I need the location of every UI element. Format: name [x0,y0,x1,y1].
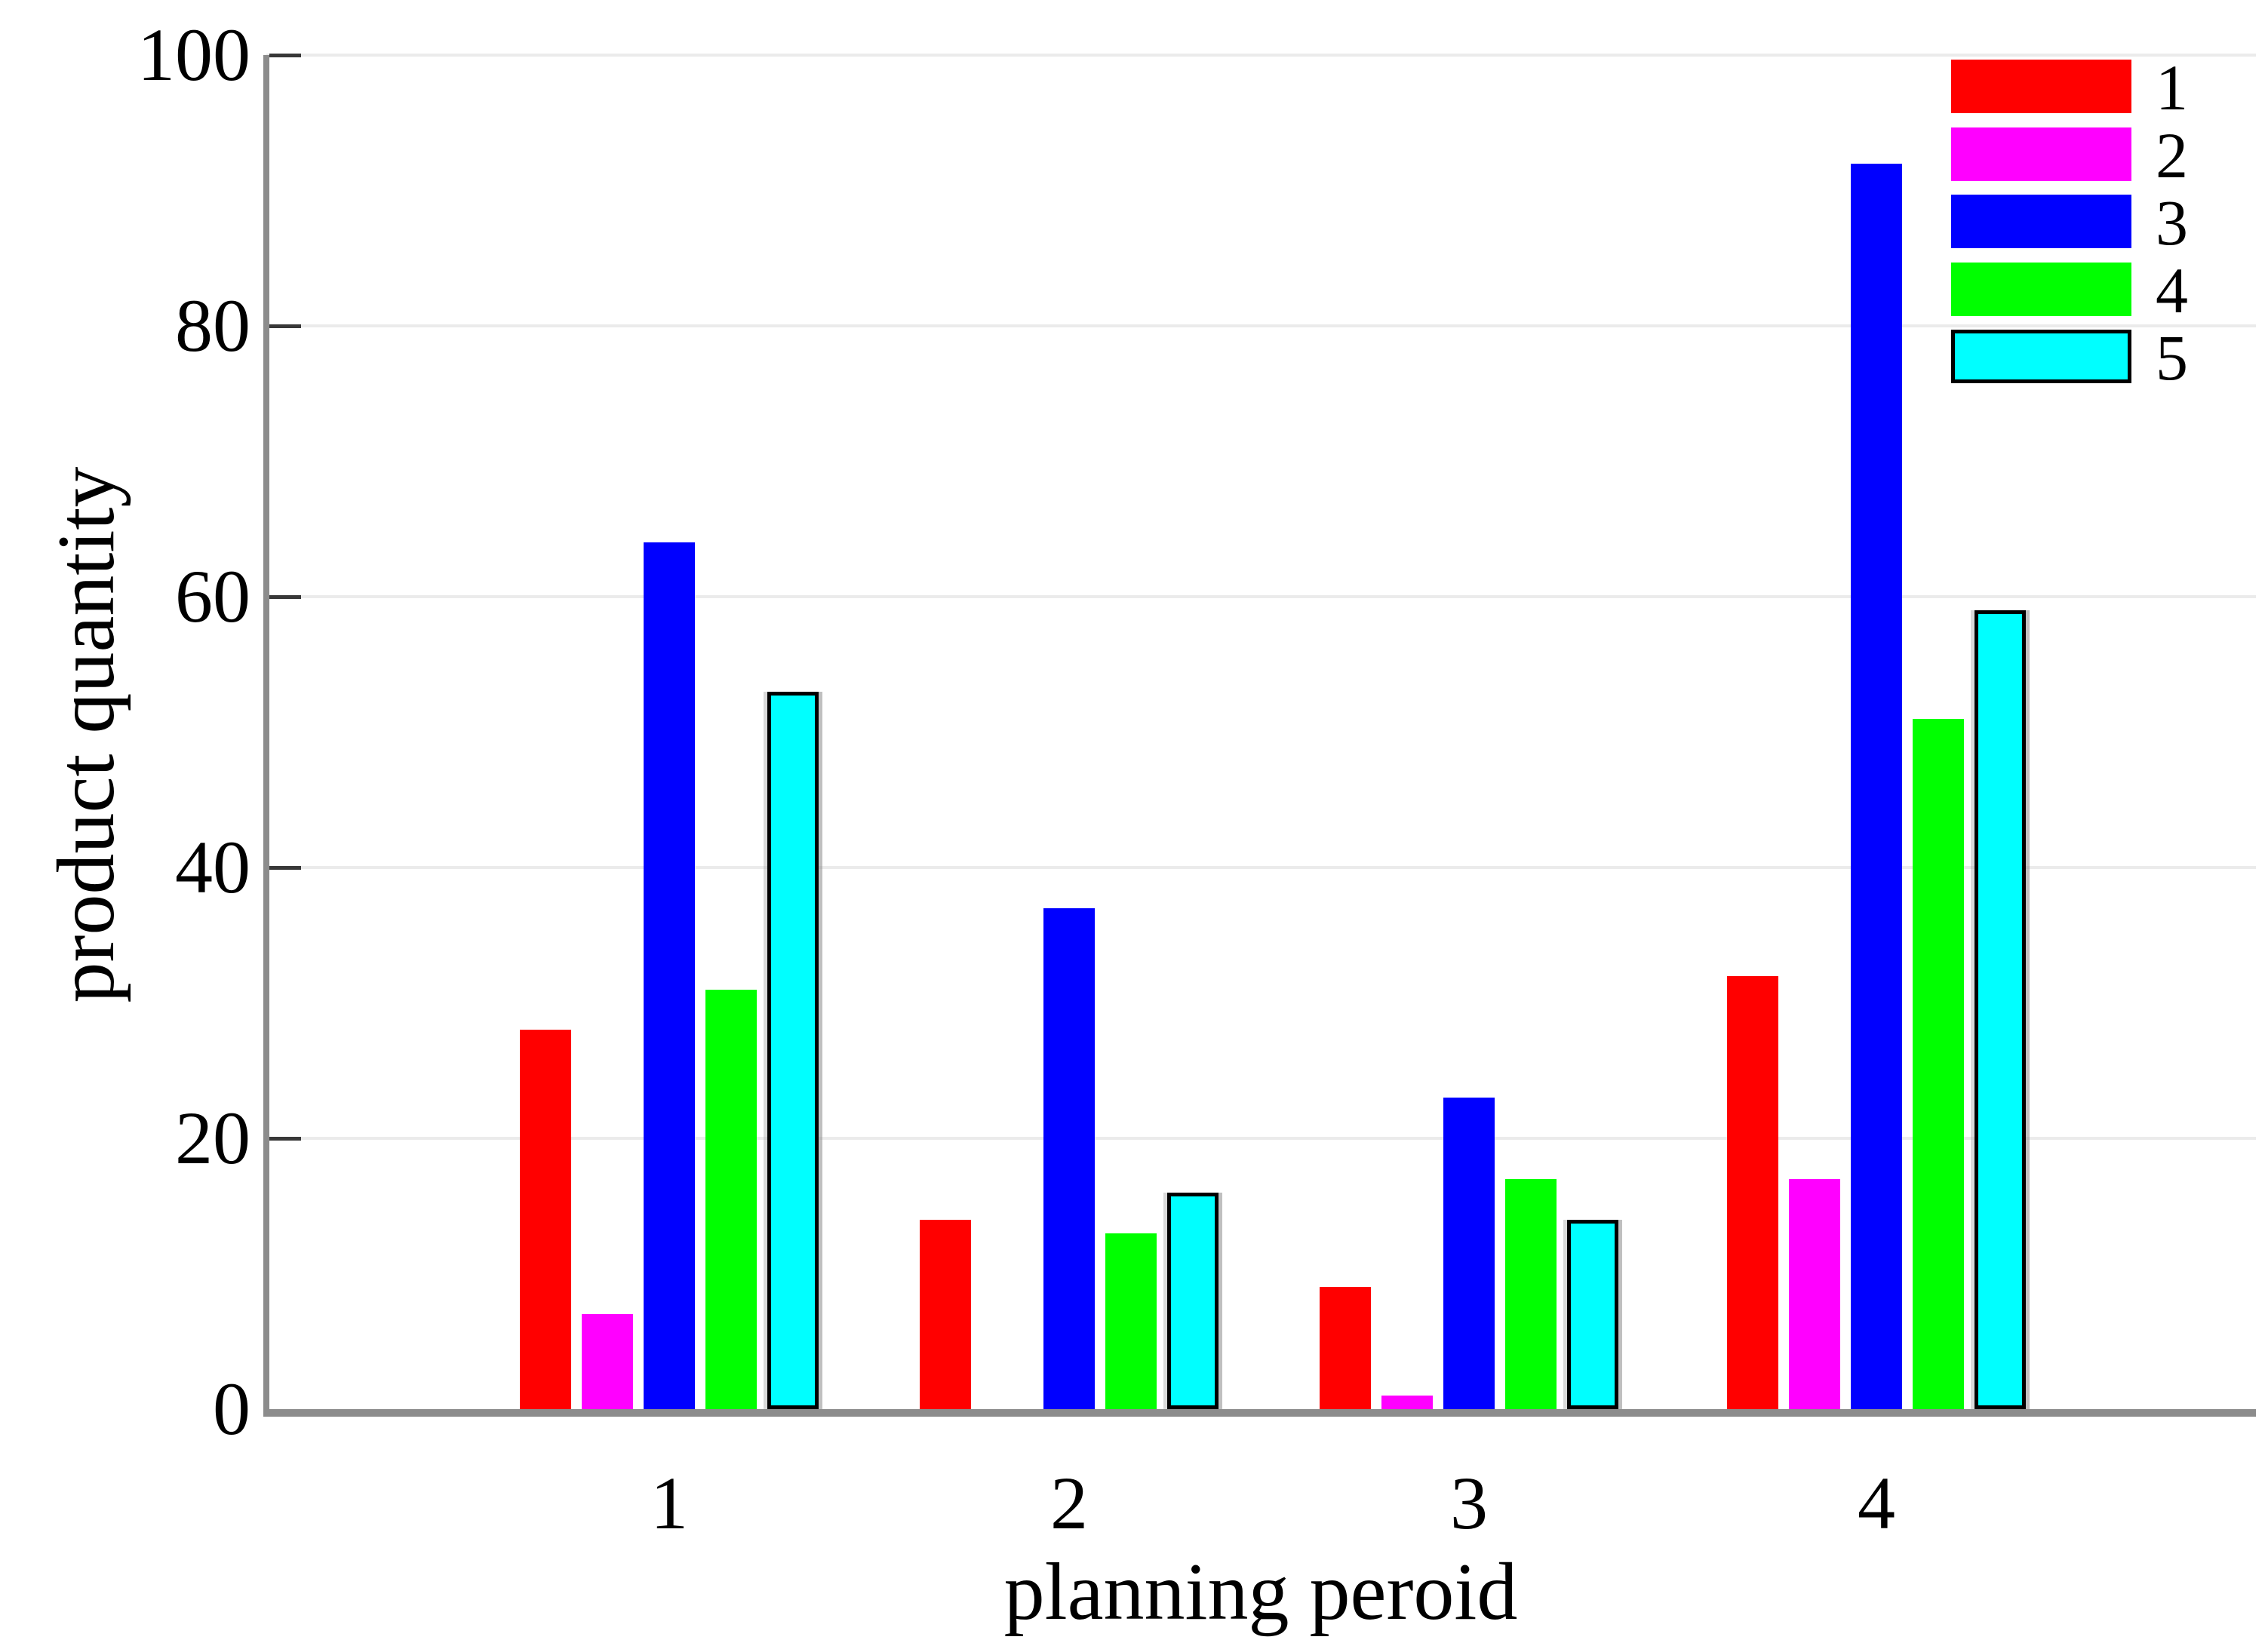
x-axis-title: planning peroid [1003,1547,1518,1637]
bar-series4-period2 [1105,1233,1157,1409]
gridline-y20 [266,1137,2256,1140]
x-tick-label-3: 3 [1450,1461,1488,1545]
legend-label-4: 4 [2156,253,2188,327]
bar-series3-period4 [1851,163,1902,1409]
bar-series5-period1 [767,691,819,1409]
y-axis-line [263,55,269,1417]
y-tick-label-20: 20 [175,1096,250,1180]
bar-series4-period1 [705,989,757,1409]
bar-series4-period4 [1913,718,1964,1409]
x-tick-label-4: 4 [1858,1461,1895,1545]
bar-series5-period3 [1567,1219,1618,1409]
y-tick-label-60: 60 [175,554,250,638]
bar-series1-period4 [1727,975,1778,1409]
y-tick-40 [269,866,301,870]
legend-label-3: 3 [2156,186,2188,259]
y-axis-title: product quantity [41,466,131,1003]
bar-series4-period3 [1505,1178,1557,1409]
legend-label-2: 2 [2156,118,2188,192]
bar-series2-period1 [582,1314,633,1409]
y-tick-60 [269,595,301,599]
bar-series3-period1 [644,542,695,1409]
bar-series1-period2 [920,1219,971,1409]
y-tick-label-40: 40 [175,825,250,909]
gridline-y60 [266,595,2256,598]
y-tick-label-80: 80 [175,284,250,367]
legend-swatch-1 [1951,60,2131,113]
bar-series3-period3 [1443,1098,1495,1409]
legend-swatch-2 [1951,127,2131,181]
y-tick-label-0: 0 [213,1367,250,1451]
bar-series3-period2 [1043,907,1095,1409]
y-tick-20 [269,1137,301,1141]
gridline-y80 [266,324,2256,327]
bar-series5-period2 [1167,1192,1219,1409]
legend-label-1: 1 [2156,51,2188,124]
y-tick-80 [269,324,301,328]
bar-series2-period4 [1789,1178,1840,1409]
bar-series1-period3 [1320,1287,1371,1409]
y-tick-100 [269,54,301,57]
x-tick-label-2: 2 [1050,1461,1088,1545]
x-axis-line [263,1409,2256,1417]
legend-swatch-5 [1951,330,2131,383]
y-tick-label-100: 100 [137,13,250,97]
bar-series5-period4 [1975,610,2026,1409]
bar-series2-period3 [1381,1396,1433,1409]
x-tick-label-1: 1 [650,1461,688,1545]
legend-swatch-3 [1951,195,2131,248]
legend-label-5: 5 [2156,321,2188,394]
bar-series1-period1 [520,1030,571,1409]
legend-swatch-4 [1951,262,2131,316]
gridline-y100 [266,54,2256,57]
gridline-y40 [266,866,2256,869]
